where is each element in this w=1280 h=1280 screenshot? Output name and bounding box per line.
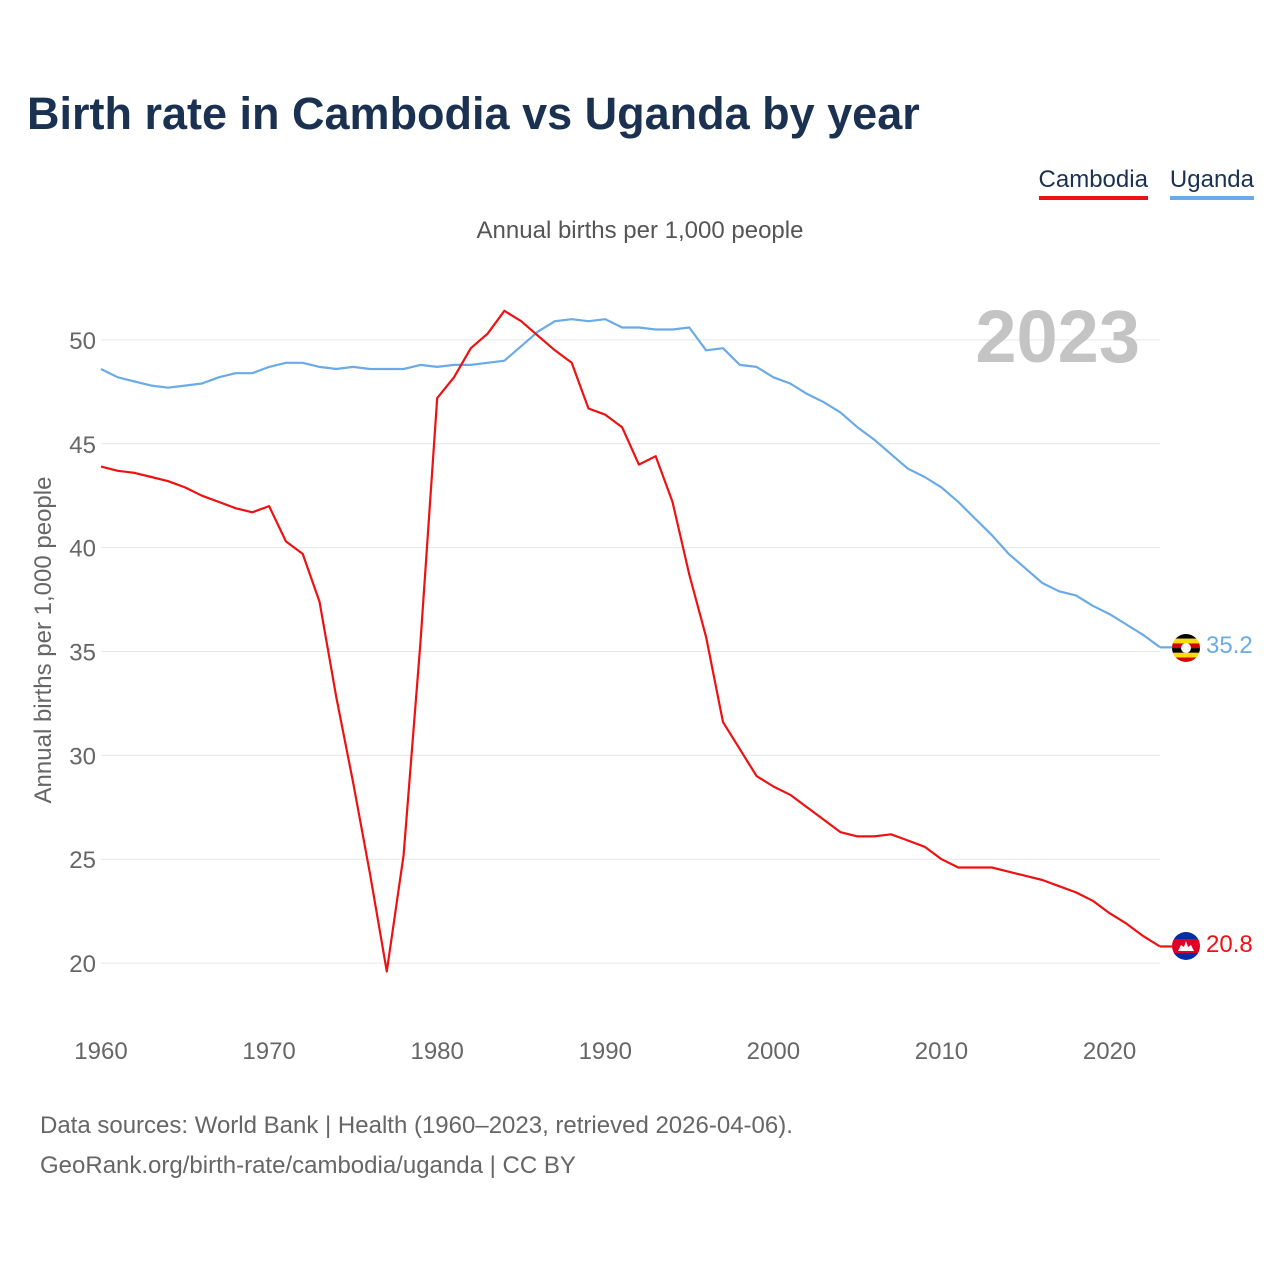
y-tick-label: 50 xyxy=(69,328,96,355)
series-line-uganda xyxy=(100,318,1161,649)
x-tick-label: 1970 xyxy=(242,1038,295,1065)
credit-link[interactable]: GeoRank.org/birth-rate/cambodia/uganda |… xyxy=(40,1152,576,1179)
y-axis-ticks: 20 25 30 35 40 45 50 xyxy=(69,328,96,978)
y-axis-label: Annual births per 1,000 people xyxy=(30,477,57,804)
x-tick-label: 1990 xyxy=(579,1038,632,1065)
y-tick-label: 30 xyxy=(69,743,96,770)
cambodia-flag-icon xyxy=(1172,932,1200,960)
x-tick-label: 1960 xyxy=(74,1038,127,1065)
x-tick-label: 2020 xyxy=(1083,1038,1136,1065)
y-tick-label: 20 xyxy=(69,951,96,978)
x-tick-label: 1980 xyxy=(410,1038,463,1065)
x-tick-label: 2010 xyxy=(915,1038,968,1065)
year-label: 2023 xyxy=(975,295,1140,378)
uganda-end-value: 35.2 xyxy=(1206,632,1253,659)
series-lines xyxy=(100,309,1172,973)
data-sources: Data sources: World Bank | Health (1960–… xyxy=(40,1112,793,1139)
y-tick-label: 40 xyxy=(69,536,96,563)
legend: Cambodia Uganda xyxy=(1038,166,1254,200)
series-line-cambodia xyxy=(100,309,1161,973)
y-tick-label: 45 xyxy=(69,432,96,459)
legend-item-uganda[interactable]: Uganda xyxy=(1169,166,1254,200)
series-end-markers: 35.2 20.8 xyxy=(1172,632,1253,960)
footer: Data sources: World Bank | Health (1960–… xyxy=(40,1106,793,1186)
legend-item-cambodia[interactable]: Cambodia xyxy=(1038,166,1148,200)
x-axis-ticks: 1960 1970 1980 1990 2000 2010 2020 xyxy=(74,1038,1136,1065)
y-tick-label: 35 xyxy=(69,640,96,667)
cambodia-end-value: 20.8 xyxy=(1206,931,1253,958)
y-tick-label: 25 xyxy=(69,847,96,874)
chart-title: Birth rate in Cambodia vs Uganda by year xyxy=(27,88,920,139)
chart-subtitle: Annual births per 1,000 people xyxy=(476,217,804,244)
uganda-flag-icon xyxy=(1172,634,1200,662)
x-tick-label: 2000 xyxy=(747,1038,800,1065)
